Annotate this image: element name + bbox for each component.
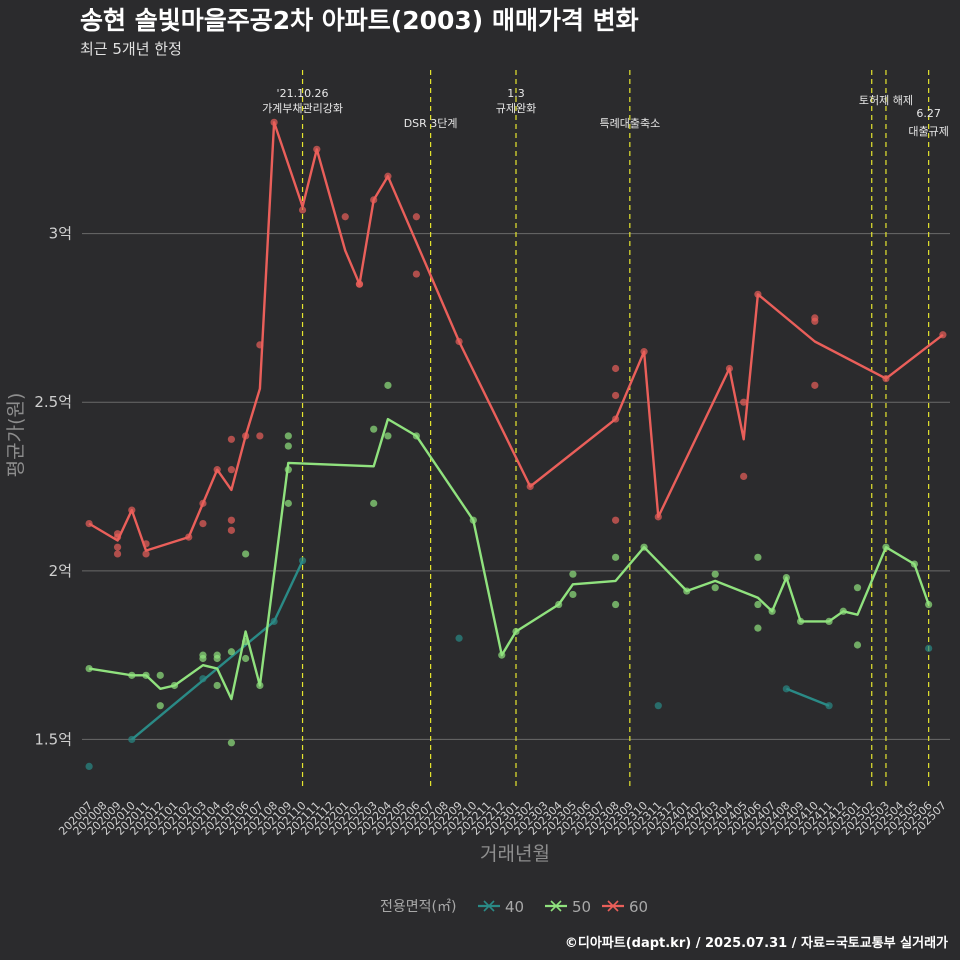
data-point bbox=[612, 364, 620, 373]
data-point bbox=[569, 570, 577, 578]
source-caption: ©디아파트(dapt.kr) / 2025.07.31 / 자료=국토교통부 실… bbox=[565, 935, 948, 951]
data-point bbox=[199, 520, 207, 528]
event-label: DSR 3단계 bbox=[404, 117, 458, 130]
y-tick-label: 3억 bbox=[49, 225, 72, 243]
data-point bbox=[754, 553, 762, 561]
legend-item-50: 50 bbox=[545, 898, 591, 916]
data-point bbox=[853, 641, 862, 649]
y-tick-label: 1.5억 bbox=[34, 730, 72, 748]
data-point bbox=[113, 543, 122, 551]
y-axis-title: 평균가(원) bbox=[5, 393, 27, 478]
event-date-label: '21.10.26 bbox=[277, 87, 329, 100]
data-point bbox=[370, 499, 378, 507]
data-point bbox=[156, 671, 164, 679]
series-line bbox=[88, 417, 930, 701]
data-point bbox=[384, 381, 392, 389]
x-axis-title: 거래년월 bbox=[480, 843, 550, 865]
data-point bbox=[199, 651, 207, 659]
data-point bbox=[242, 654, 250, 663]
series-line bbox=[785, 687, 830, 707]
data-point bbox=[142, 550, 150, 558]
data-point bbox=[455, 634, 463, 642]
event-label: 가계부채관리강화 bbox=[262, 102, 343, 115]
data-point bbox=[754, 600, 762, 609]
legend-item-40: 40 bbox=[478, 898, 524, 916]
legend-swatch-mark bbox=[483, 900, 495, 912]
data-point bbox=[284, 499, 292, 507]
legend-label: 50 bbox=[572, 898, 591, 916]
event-label: 특례대출축소 bbox=[599, 117, 660, 130]
data-point bbox=[754, 624, 762, 632]
data-point bbox=[412, 270, 420, 278]
series-layer bbox=[85, 118, 947, 770]
data-point bbox=[612, 600, 620, 609]
data-point bbox=[227, 648, 236, 656]
data-point bbox=[213, 681, 221, 690]
chart-title: 송현 솔빛마을주공2차 아파트(2003) 매매가격 변화 bbox=[80, 6, 639, 35]
data-point bbox=[740, 472, 748, 480]
y-tick-label: 2억 bbox=[49, 562, 72, 580]
data-point bbox=[384, 432, 392, 440]
data-point bbox=[156, 702, 164, 710]
data-point bbox=[612, 516, 620, 524]
series-40 bbox=[85, 557, 933, 770]
data-point bbox=[853, 584, 862, 592]
chart-subtitle: 최근 5개년 한정 bbox=[80, 40, 182, 58]
data-point bbox=[711, 584, 719, 592]
data-point bbox=[113, 550, 122, 558]
data-point bbox=[227, 739, 236, 747]
data-point bbox=[242, 550, 250, 558]
series-50 bbox=[85, 381, 933, 747]
data-point bbox=[370, 425, 378, 433]
data-point bbox=[227, 435, 236, 443]
data-point bbox=[284, 432, 292, 440]
legend-swatch-mark bbox=[550, 900, 562, 912]
legend-swatch-mark bbox=[607, 900, 619, 912]
legend-item-60: 60 bbox=[602, 898, 648, 916]
data-point bbox=[227, 526, 236, 534]
data-point bbox=[256, 432, 264, 440]
event-label: 대출규제 bbox=[908, 125, 948, 138]
data-point bbox=[612, 553, 620, 561]
event-label: 토허제 해제 bbox=[859, 93, 913, 107]
event-date-label: 6.27 bbox=[916, 107, 941, 120]
data-point bbox=[85, 762, 93, 770]
data-point bbox=[227, 466, 236, 474]
data-point bbox=[298, 206, 307, 214]
data-point bbox=[569, 590, 577, 599]
data-point bbox=[654, 702, 662, 710]
series-60 bbox=[85, 118, 947, 558]
data-point bbox=[711, 570, 719, 578]
legend-label: 60 bbox=[629, 898, 648, 916]
data-point bbox=[612, 391, 620, 400]
event-date-label: 1.3 bbox=[507, 87, 525, 100]
x-axis-ticks: 2020072020082020092020102020112020122021… bbox=[56, 799, 949, 838]
data-point bbox=[740, 398, 748, 406]
legend-label: 40 bbox=[505, 898, 524, 916]
data-point bbox=[341, 213, 349, 221]
y-axis-ticks: 1.5억 2억 2.5억 3억 bbox=[34, 225, 72, 749]
data-point bbox=[925, 644, 933, 652]
legend-title: 전용면적(㎡) bbox=[380, 899, 456, 915]
series-line bbox=[131, 560, 304, 741]
data-point bbox=[811, 314, 819, 322]
data-point bbox=[284, 442, 292, 450]
legend: 전용면적(㎡) 40 50 60 bbox=[380, 898, 648, 916]
data-point bbox=[227, 516, 236, 524]
series-line bbox=[88, 121, 944, 552]
data-point bbox=[811, 381, 819, 389]
data-point bbox=[213, 651, 221, 659]
data-point bbox=[412, 213, 420, 221]
event-label: 규제완화 bbox=[496, 102, 536, 115]
y-tick-label: 2.5억 bbox=[34, 393, 72, 411]
